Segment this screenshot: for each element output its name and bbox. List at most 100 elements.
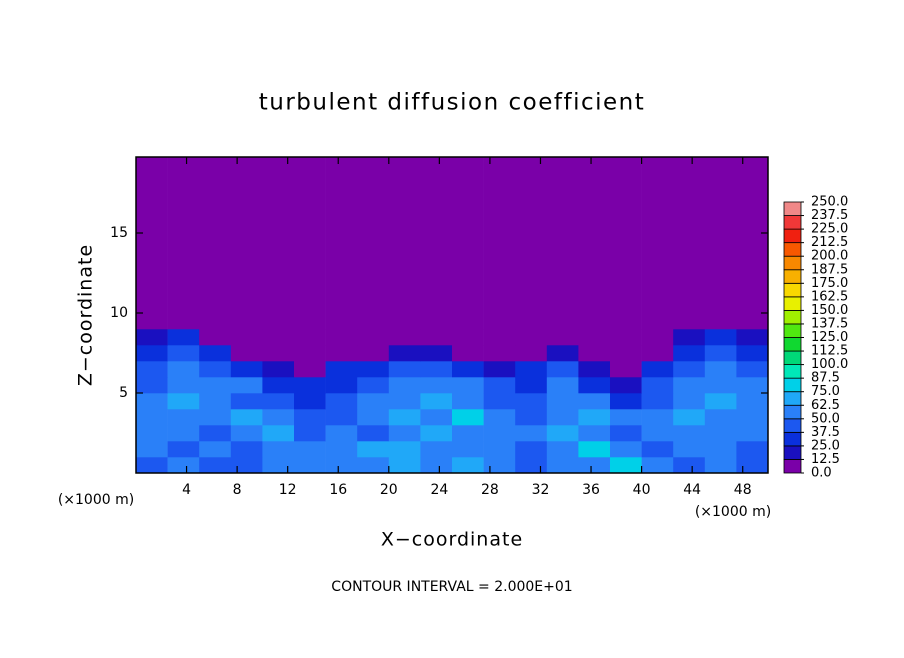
colorbar-label: 125.0 bbox=[811, 330, 848, 345]
field-cell bbox=[578, 425, 611, 442]
field-cell bbox=[546, 393, 579, 410]
colorbar-segment bbox=[783, 418, 802, 433]
field-cell bbox=[230, 425, 263, 442]
colorbar-label: 0.0 bbox=[811, 466, 832, 481]
field-cell bbox=[136, 425, 168, 442]
field-cell bbox=[546, 157, 579, 330]
field-cell bbox=[704, 345, 737, 362]
x-tick-label: 16 bbox=[329, 482, 347, 498]
field-cell bbox=[641, 425, 674, 442]
colorbar-label: 162.5 bbox=[811, 289, 848, 304]
field-cell bbox=[452, 377, 484, 394]
field-cell bbox=[641, 157, 674, 330]
field-cell bbox=[325, 425, 358, 442]
field-cell bbox=[452, 457, 484, 474]
field-cell bbox=[230, 457, 263, 474]
field-cell bbox=[673, 345, 706, 362]
colorbar-segment bbox=[783, 309, 802, 325]
colorbar-label: 87.5 bbox=[811, 371, 840, 386]
field-cell bbox=[546, 425, 579, 442]
field-cell bbox=[420, 345, 453, 362]
colorbar-segment bbox=[783, 269, 802, 284]
field-cell bbox=[357, 157, 390, 330]
field-cell bbox=[610, 361, 642, 378]
field-cell bbox=[546, 441, 579, 458]
x-tick-label: 24 bbox=[430, 482, 448, 498]
axes: 4 8 12 16 20 24 28 32 36 40 44 48510150.012.525.037… bbox=[110, 156, 848, 498]
colorbar-label: 225.0 bbox=[811, 222, 848, 237]
field-cell bbox=[515, 409, 548, 426]
field-cell bbox=[167, 361, 200, 378]
field-cell bbox=[736, 361, 769, 378]
field-cell bbox=[388, 393, 421, 410]
field-cell bbox=[610, 377, 642, 394]
field-cell bbox=[610, 393, 642, 410]
field-cell bbox=[736, 425, 769, 442]
colorbar-segment bbox=[783, 445, 802, 460]
field-cell bbox=[641, 345, 674, 362]
field-cell bbox=[136, 377, 168, 394]
colorbar-label: 250.0 bbox=[811, 195, 848, 210]
field-cell bbox=[452, 393, 484, 410]
colorbar-label: 112.5 bbox=[811, 344, 848, 359]
field-cell bbox=[673, 441, 706, 458]
field-cell bbox=[736, 377, 769, 394]
field-cell bbox=[262, 377, 295, 394]
field-cell bbox=[325, 157, 358, 330]
field-cell bbox=[483, 157, 516, 330]
y-axis-label: Z−coordinate bbox=[75, 244, 97, 386]
field-cell bbox=[262, 409, 295, 426]
field-cell bbox=[483, 425, 516, 442]
colorbar-segment bbox=[783, 242, 802, 257]
field-cell bbox=[262, 457, 295, 474]
field-cell bbox=[388, 409, 421, 426]
field-cell bbox=[357, 441, 390, 458]
field-cell bbox=[610, 409, 642, 426]
colorbar-segment bbox=[783, 215, 802, 230]
colorbar-label: 100.0 bbox=[811, 357, 848, 372]
colorbar-segment bbox=[783, 228, 802, 244]
field-cell bbox=[230, 441, 263, 458]
plot-frame bbox=[135, 156, 769, 474]
field-cell bbox=[199, 361, 232, 378]
field-cell bbox=[262, 425, 295, 442]
field-cell bbox=[420, 393, 453, 410]
field-cell bbox=[546, 457, 579, 474]
field-cell bbox=[704, 157, 737, 330]
colorbar-segment bbox=[783, 404, 802, 420]
field bbox=[136, 157, 769, 474]
field-cell bbox=[262, 393, 295, 410]
field-cell bbox=[610, 329, 642, 346]
field-cell bbox=[515, 425, 548, 442]
field-cell bbox=[610, 425, 642, 442]
field-cell bbox=[736, 457, 769, 474]
field-cell bbox=[294, 425, 326, 442]
field-cell bbox=[230, 329, 263, 346]
field-cell bbox=[262, 345, 295, 362]
field-cell bbox=[641, 377, 674, 394]
field-cell bbox=[325, 329, 358, 346]
field-cell bbox=[294, 345, 326, 362]
field-cell bbox=[199, 329, 232, 346]
field-cell bbox=[357, 345, 390, 362]
field-cell bbox=[294, 329, 326, 346]
colorbar-segment bbox=[783, 296, 802, 311]
field-cell bbox=[578, 377, 611, 394]
field-cell bbox=[262, 441, 295, 458]
field-cell bbox=[452, 441, 484, 458]
field-cell bbox=[325, 457, 358, 474]
field-cell bbox=[357, 457, 390, 474]
field-cell bbox=[420, 377, 453, 394]
field-cell bbox=[136, 457, 168, 474]
field-cell bbox=[325, 441, 358, 458]
field-cell bbox=[641, 361, 674, 378]
field-cell bbox=[641, 393, 674, 410]
x-tick-label: 20 bbox=[380, 482, 398, 498]
y-tick-label: 15 bbox=[110, 225, 128, 241]
field-cell bbox=[199, 393, 232, 410]
field-cell bbox=[199, 425, 232, 442]
colorbar-segment bbox=[783, 337, 802, 352]
y-tick-label: 5 bbox=[119, 385, 128, 401]
x-tick-label: 4 bbox=[182, 482, 191, 498]
colorbar-label: 212.5 bbox=[811, 235, 848, 250]
